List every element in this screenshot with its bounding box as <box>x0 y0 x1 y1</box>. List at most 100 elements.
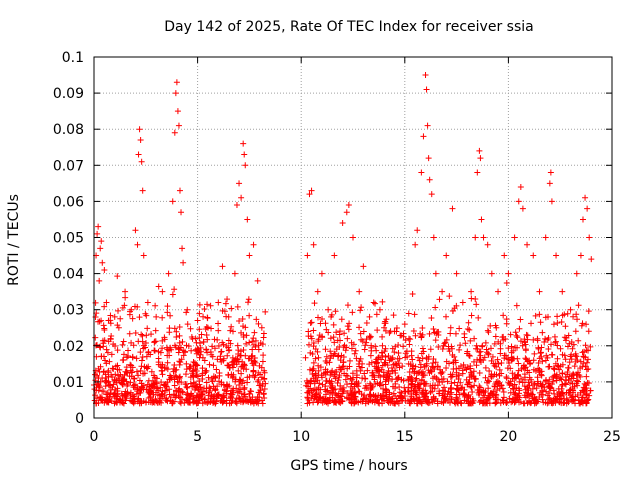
data-point <box>322 386 329 393</box>
data-point <box>428 368 435 375</box>
data-point <box>123 354 130 361</box>
data-point <box>477 155 484 162</box>
data-point <box>312 355 319 362</box>
data-point <box>535 345 542 352</box>
data-point <box>214 383 221 390</box>
data-point <box>566 380 573 387</box>
data-point <box>176 361 183 368</box>
data-point <box>554 355 561 362</box>
data-point <box>331 373 338 380</box>
data-point <box>565 364 572 371</box>
data-point <box>93 342 100 349</box>
data-point <box>557 345 564 352</box>
data-point <box>480 400 487 407</box>
data-point <box>467 369 474 376</box>
data-point <box>515 360 522 367</box>
data-point <box>330 321 337 328</box>
data-point <box>319 315 326 322</box>
data-point <box>383 372 390 379</box>
data-point <box>497 400 504 407</box>
data-point <box>380 369 387 376</box>
data-point <box>229 328 236 335</box>
data-point <box>245 355 252 362</box>
data-point <box>535 380 542 387</box>
data-point <box>545 396 552 403</box>
data-point <box>373 347 380 354</box>
data-point <box>310 365 317 372</box>
data-point <box>371 374 378 381</box>
data-point <box>225 313 232 320</box>
data-point <box>198 392 205 399</box>
data-point <box>539 358 546 365</box>
data-point <box>313 386 320 393</box>
data-point <box>260 352 267 359</box>
data-point <box>522 355 529 362</box>
data-point <box>120 351 127 358</box>
data-point <box>194 373 201 380</box>
data-point <box>183 342 190 349</box>
data-point <box>133 355 140 362</box>
data-point <box>233 395 240 402</box>
data-point <box>339 220 346 227</box>
data-point <box>457 363 464 370</box>
data-point <box>485 385 492 392</box>
data-point <box>151 338 158 345</box>
data-point <box>434 363 441 370</box>
data-point <box>565 376 572 383</box>
data-point <box>168 346 175 353</box>
scatter-background-points <box>91 273 594 407</box>
data-point <box>92 371 99 378</box>
data-point <box>231 270 238 277</box>
data-point <box>562 337 569 344</box>
data-point <box>94 230 101 237</box>
data-point <box>577 365 584 372</box>
data-point <box>496 366 503 373</box>
data-point <box>462 340 469 347</box>
data-point <box>142 344 149 351</box>
data-point <box>567 353 574 360</box>
data-point <box>442 396 449 403</box>
data-point <box>569 345 576 352</box>
data-point <box>361 392 368 399</box>
data-point <box>119 357 126 364</box>
data-point <box>142 339 149 346</box>
data-point <box>501 252 508 259</box>
data-point <box>136 377 143 384</box>
data-point <box>175 349 182 356</box>
data-point <box>581 388 588 395</box>
data-point <box>515 198 522 205</box>
data-point <box>180 259 187 266</box>
data-point <box>562 374 569 381</box>
data-point <box>311 395 318 402</box>
data-point <box>396 364 403 371</box>
data-point <box>564 397 571 404</box>
data-point <box>401 321 408 328</box>
data-point <box>315 314 322 321</box>
data-point <box>204 315 211 322</box>
data-point <box>569 387 576 394</box>
data-point <box>156 398 163 405</box>
data-point <box>246 390 253 397</box>
data-point <box>546 389 553 396</box>
data-point <box>537 350 544 357</box>
data-point <box>496 385 503 392</box>
data-point <box>526 357 533 364</box>
data-point <box>542 234 549 241</box>
data-point <box>478 216 485 223</box>
data-point <box>544 392 551 399</box>
data-point <box>410 328 417 335</box>
data-point <box>364 367 371 374</box>
data-point <box>379 333 386 340</box>
y-tick-label: 0.09 <box>53 86 84 102</box>
data-point <box>315 336 322 343</box>
data-point <box>212 400 219 407</box>
y-axis-label: ROTI / TECUs <box>6 194 22 286</box>
data-point <box>489 353 496 360</box>
data-point <box>440 399 447 406</box>
data-point <box>308 387 315 394</box>
data-point <box>251 329 258 336</box>
data-point <box>568 375 575 382</box>
data-point <box>379 352 386 359</box>
data-point <box>418 169 425 176</box>
data-point <box>440 375 447 382</box>
